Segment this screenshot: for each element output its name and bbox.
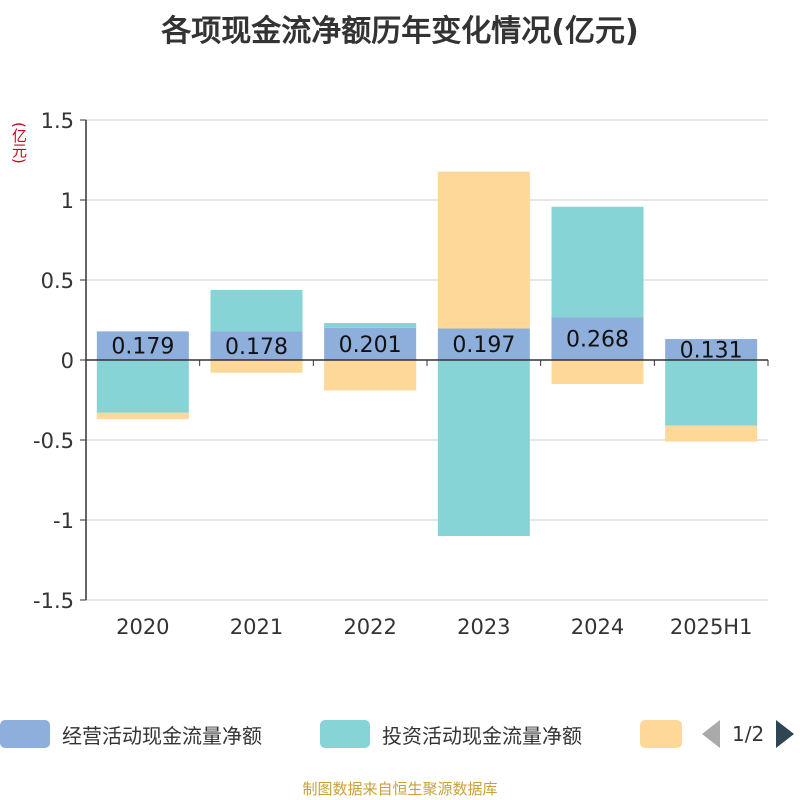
chart-title: 各项现金流净额历年变化情况(亿元) bbox=[161, 14, 639, 49]
y-tick-label: -1.5 bbox=[33, 589, 74, 613]
x-tick-label: 2020 bbox=[116, 615, 169, 639]
data-label-2024: 0.268 bbox=[566, 328, 629, 353]
bar-2025H1-series-1 bbox=[665, 360, 758, 426]
legend-label-investing: 投资活动现金流量净额 bbox=[382, 723, 582, 748]
legend-label-operating: 经营活动现金流量净额 bbox=[62, 723, 262, 748]
y-tick-label: -1 bbox=[53, 509, 74, 533]
bar-2025H1-series-0 bbox=[665, 339, 758, 360]
data-labels: 0.179 0.178 0.201 0.197 0.268 0.131 bbox=[111, 328, 742, 364]
bar-2025H1-series-2 bbox=[665, 425, 758, 442]
source-note: 制图数据来自恒生聚源数据库 bbox=[302, 780, 498, 798]
legend: 经营活动现金流量净额 投资活动现金流量净额 1/2 bbox=[0, 716, 800, 756]
y-tick-label: 0 bbox=[61, 349, 74, 373]
data-label-2025H1: 0.131 bbox=[680, 339, 743, 364]
data-label-2023: 0.197 bbox=[452, 333, 515, 358]
y-tick-label: 1.5 bbox=[41, 109, 74, 133]
cashflow-chart: 1.5 1 0.5 0 -0.5 -1 -1.5 2020 2021 2022 2023 2024 20… bbox=[33, 109, 769, 639]
bar-2022-series-0 bbox=[324, 327, 417, 360]
legend-swatch-operating bbox=[0, 720, 50, 748]
data-label-2020: 0.179 bbox=[111, 335, 174, 360]
legend-item-operating[interactable]: 经营活动现金流量净额 bbox=[0, 716, 262, 752]
bar-2024-series-1 bbox=[551, 206, 644, 318]
legend-item-investing[interactable]: 投资活动现金流量净额 bbox=[320, 716, 582, 752]
prev-page-icon[interactable] bbox=[702, 720, 720, 748]
y-tick-label: 0.5 bbox=[41, 269, 74, 293]
y-tick-label: 1 bbox=[61, 189, 74, 213]
bar-2023-series-2 bbox=[437, 171, 530, 329]
bars bbox=[96, 171, 758, 536]
data-label-2022: 0.201 bbox=[339, 333, 402, 358]
bar-2021-series-1 bbox=[210, 289, 303, 332]
bar-2024-series-0 bbox=[551, 317, 644, 360]
bar-2021-series-2 bbox=[210, 360, 303, 373]
bar-2021-series-0 bbox=[210, 331, 303, 360]
y-tick-label: -0.5 bbox=[33, 429, 74, 453]
bar-2020-series-1 bbox=[96, 360, 189, 413]
x-tick-label: 2021 bbox=[230, 615, 283, 639]
legend-page-indicator: 1/2 bbox=[732, 722, 765, 746]
axes: 1.5 1 0.5 0 -0.5 -1 -1.5 2020 2021 2022 2023 2024 20… bbox=[33, 109, 769, 639]
y-axis-unit: (亿元) bbox=[10, 122, 28, 164]
x-tick-label: 2024 bbox=[571, 615, 624, 639]
bar-2022-series-2 bbox=[324, 360, 417, 391]
bar-2024-series-2 bbox=[551, 360, 644, 384]
x-tick-label: 2023 bbox=[457, 615, 510, 639]
next-page-icon[interactable] bbox=[776, 720, 795, 748]
x-tick-label: 2022 bbox=[343, 615, 396, 639]
legend-item-financing[interactable] bbox=[640, 716, 682, 752]
legend-swatch-investing bbox=[320, 720, 370, 748]
x-tick-label: 2025H1 bbox=[670, 615, 753, 639]
bar-2022-series-1 bbox=[324, 323, 417, 328]
grid-lines bbox=[86, 119, 768, 601]
bar-2020-series-2 bbox=[96, 412, 189, 420]
legend-swatch-financing bbox=[640, 720, 682, 748]
bar-2023-series-0 bbox=[437, 328, 530, 360]
data-label-2021: 0.178 bbox=[225, 335, 288, 360]
bar-2023-series-1 bbox=[437, 360, 530, 536]
legend-pager: 1/2 bbox=[702, 716, 795, 752]
bar-2020-series-0 bbox=[96, 331, 189, 360]
